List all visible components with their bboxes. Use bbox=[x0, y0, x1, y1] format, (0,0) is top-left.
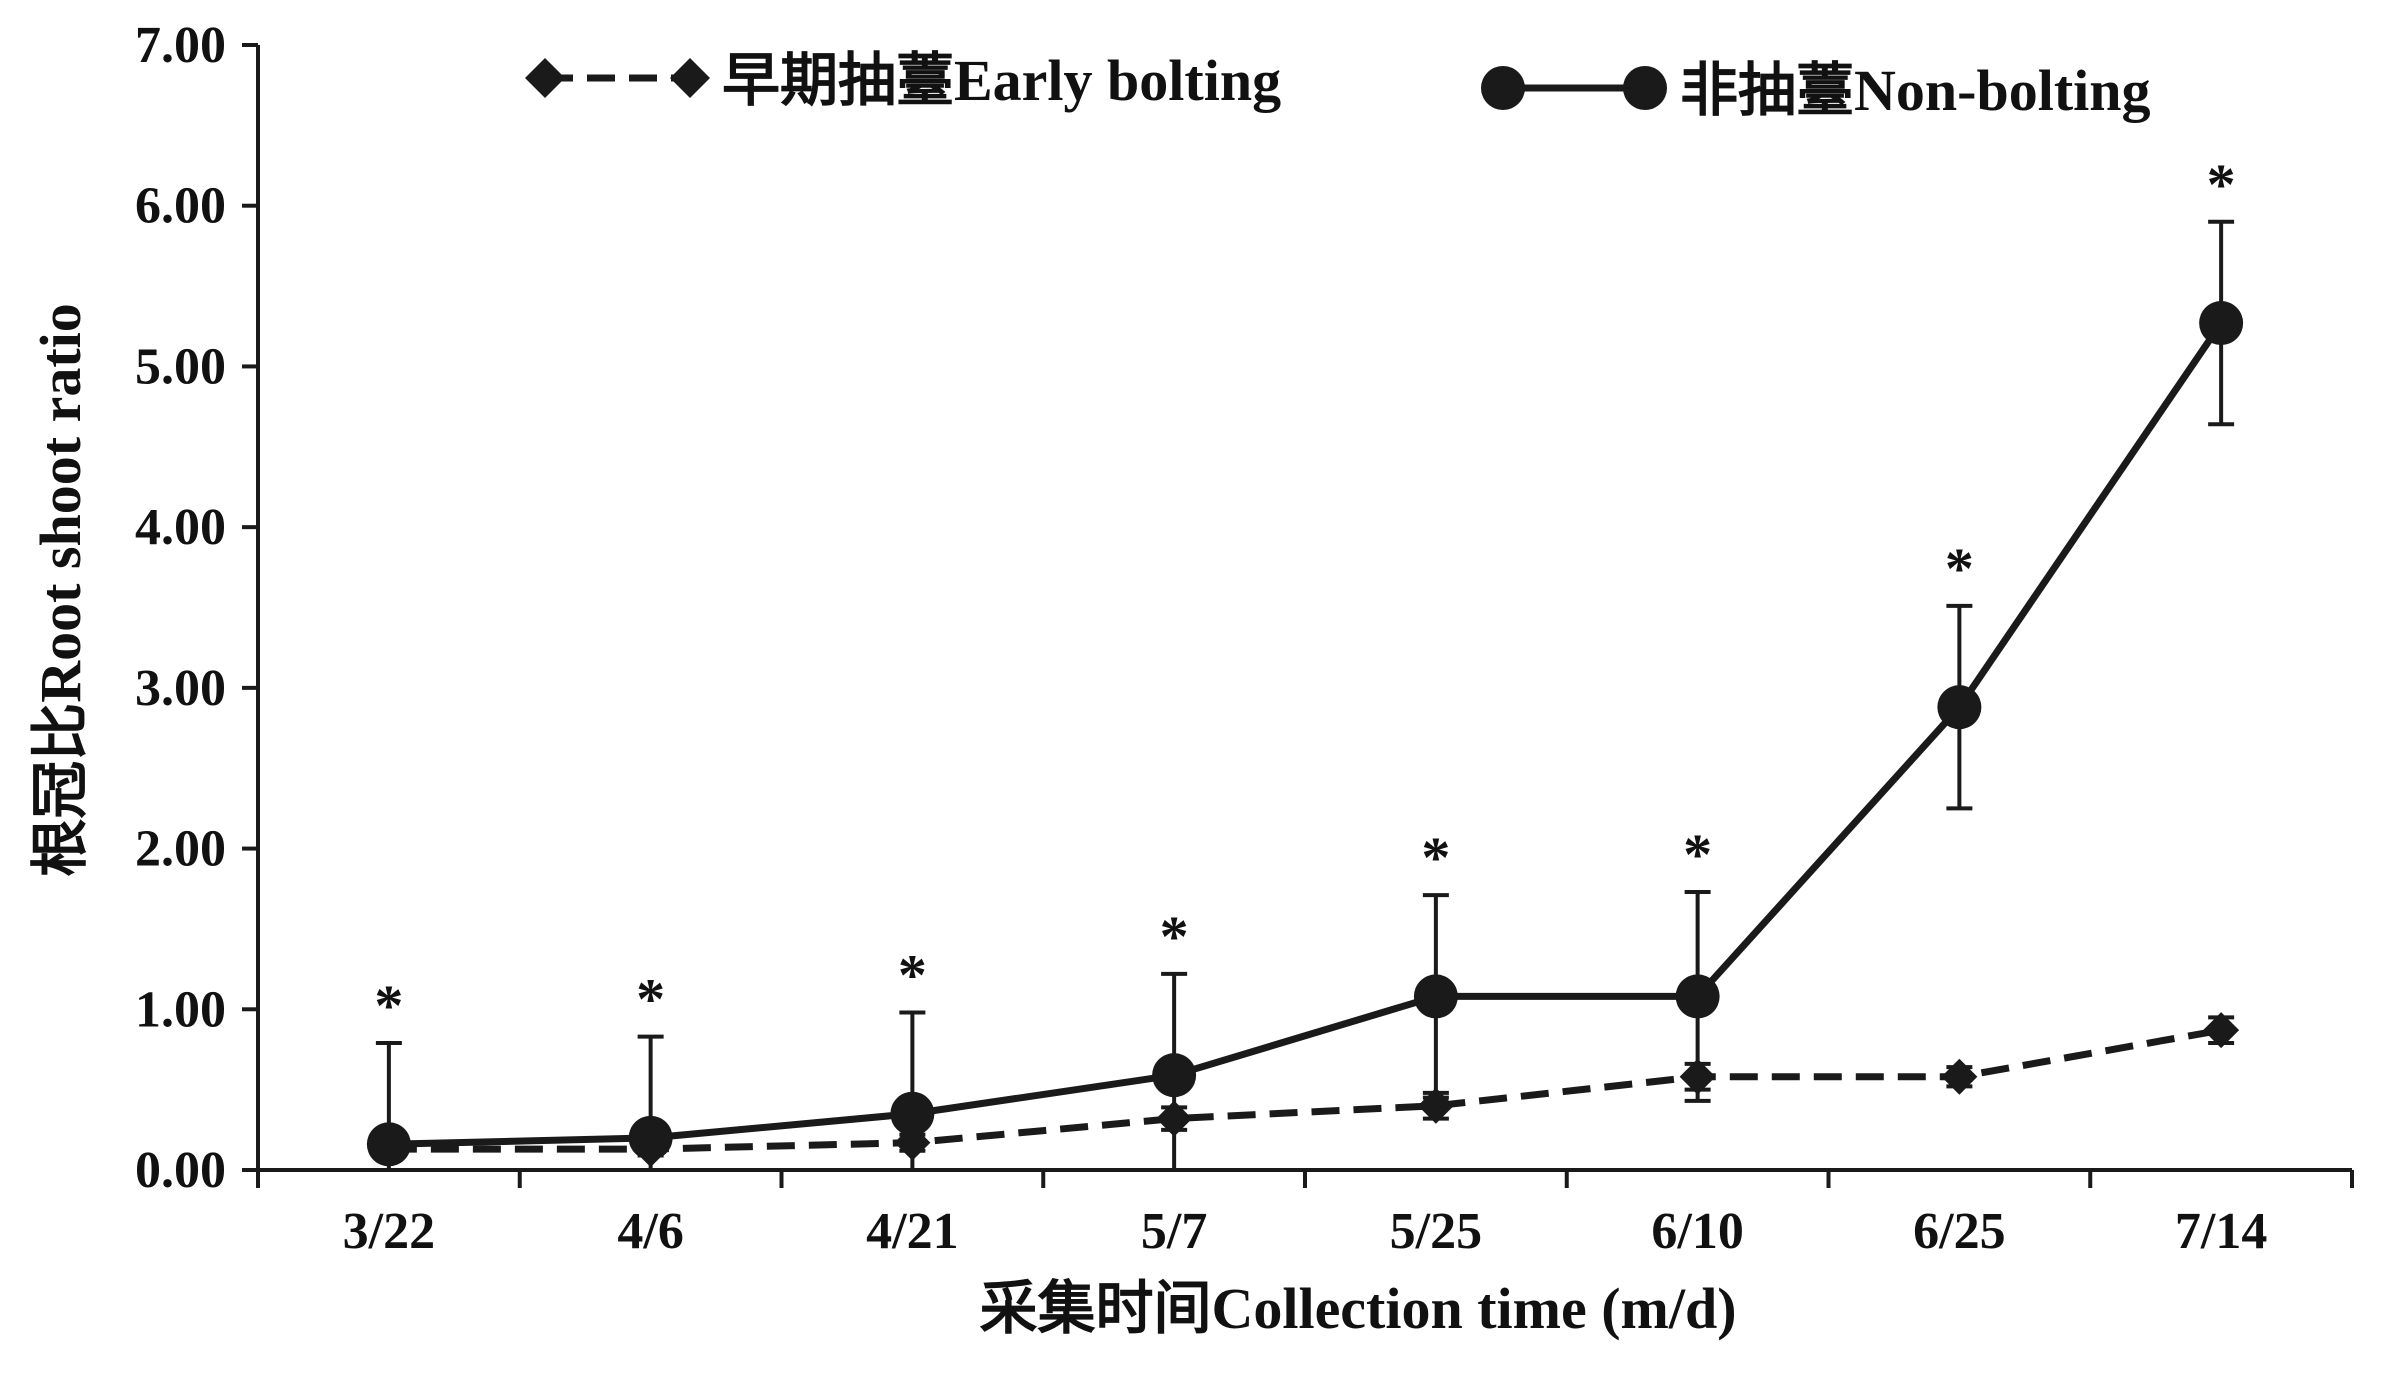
y-tick-label: 7.00 bbox=[135, 17, 226, 74]
data-point-circle bbox=[890, 1091, 935, 1136]
data-point-diamond bbox=[2203, 1012, 2240, 1049]
legend-label-early-bolting: 早期抽薹Early bolting bbox=[722, 48, 1281, 113]
data-point-circle bbox=[628, 1115, 673, 1160]
data-point-circle bbox=[366, 1122, 411, 1167]
significance-star: * bbox=[1160, 904, 1189, 969]
y-tick-label: 0.00 bbox=[135, 1142, 226, 1199]
y-tick-label: 1.00 bbox=[135, 981, 226, 1038]
legend-label-non-bolting: 非抽薹Non-bolting bbox=[1680, 58, 2151, 123]
legend-diamond-marker-right bbox=[670, 58, 710, 98]
series bbox=[366, 219, 2244, 1172]
x-tick-label: 6/25 bbox=[1913, 1203, 2005, 1260]
y-tick-label: 2.00 bbox=[135, 821, 226, 878]
y-tick-label: 4.00 bbox=[135, 499, 226, 556]
x-axis-title: 采集时间Collection time (m/d) bbox=[979, 1276, 1736, 1341]
x-tick-label: 6/10 bbox=[1651, 1203, 1743, 1260]
data-point-circle bbox=[1413, 974, 1458, 1019]
significance-annotations: * * * * * * * * bbox=[374, 152, 2235, 1038]
series-non-bolting bbox=[366, 219, 2244, 1172]
significance-star: * bbox=[1945, 536, 1974, 601]
data-point-circle bbox=[1937, 685, 1982, 730]
legend-diamond-marker-left bbox=[525, 58, 565, 98]
x-tick-label: 5/25 bbox=[1390, 1203, 1482, 1260]
legend: 早期抽薹Early bolting 非抽薹Non-bolting bbox=[525, 48, 2151, 123]
tick-labels: 0.00 1.00 2.00 3.00 4.00 5.00 6.00 7.00 3/22 4/6 4… bbox=[135, 17, 2267, 1260]
significance-star: * bbox=[2207, 152, 2236, 217]
legend-circle-marker-right bbox=[1623, 66, 1667, 110]
data-point-circle bbox=[1152, 1053, 1197, 1098]
significance-star: * bbox=[1421, 825, 1450, 890]
x-tick-label: 4/21 bbox=[866, 1203, 958, 1260]
x-tick-label: 3/22 bbox=[343, 1203, 435, 1260]
y-tick-label: 6.00 bbox=[135, 178, 226, 235]
significance-star: * bbox=[374, 973, 403, 1038]
y-tick-label: 3.00 bbox=[135, 660, 226, 717]
series-line bbox=[388, 321, 2225, 1148]
significance-star: * bbox=[898, 943, 927, 1008]
significance-star: * bbox=[1683, 822, 1712, 887]
significance-star: * bbox=[636, 967, 665, 1032]
legend-circle-marker-left bbox=[1481, 66, 1525, 110]
series-line bbox=[388, 1026, 2222, 1153]
y-tick-label: 5.00 bbox=[135, 338, 226, 395]
data-point-circle bbox=[2199, 301, 2244, 346]
legend-item-non-bolting: 非抽薹Non-bolting bbox=[1481, 58, 2151, 123]
x-tick-label: 5/7 bbox=[1141, 1203, 1207, 1260]
y-axis-title: 根冠比Root shoot ratio bbox=[28, 303, 93, 877]
x-tick-label: 7/14 bbox=[2175, 1203, 2267, 1260]
axes bbox=[242, 43, 2354, 1188]
data-point-circle bbox=[1675, 974, 1720, 1019]
x-tick-label: 4/6 bbox=[617, 1203, 683, 1260]
legend-item-early-bolting: 早期抽薹Early bolting bbox=[525, 48, 1281, 113]
data-point-diamond bbox=[1941, 1058, 1978, 1095]
